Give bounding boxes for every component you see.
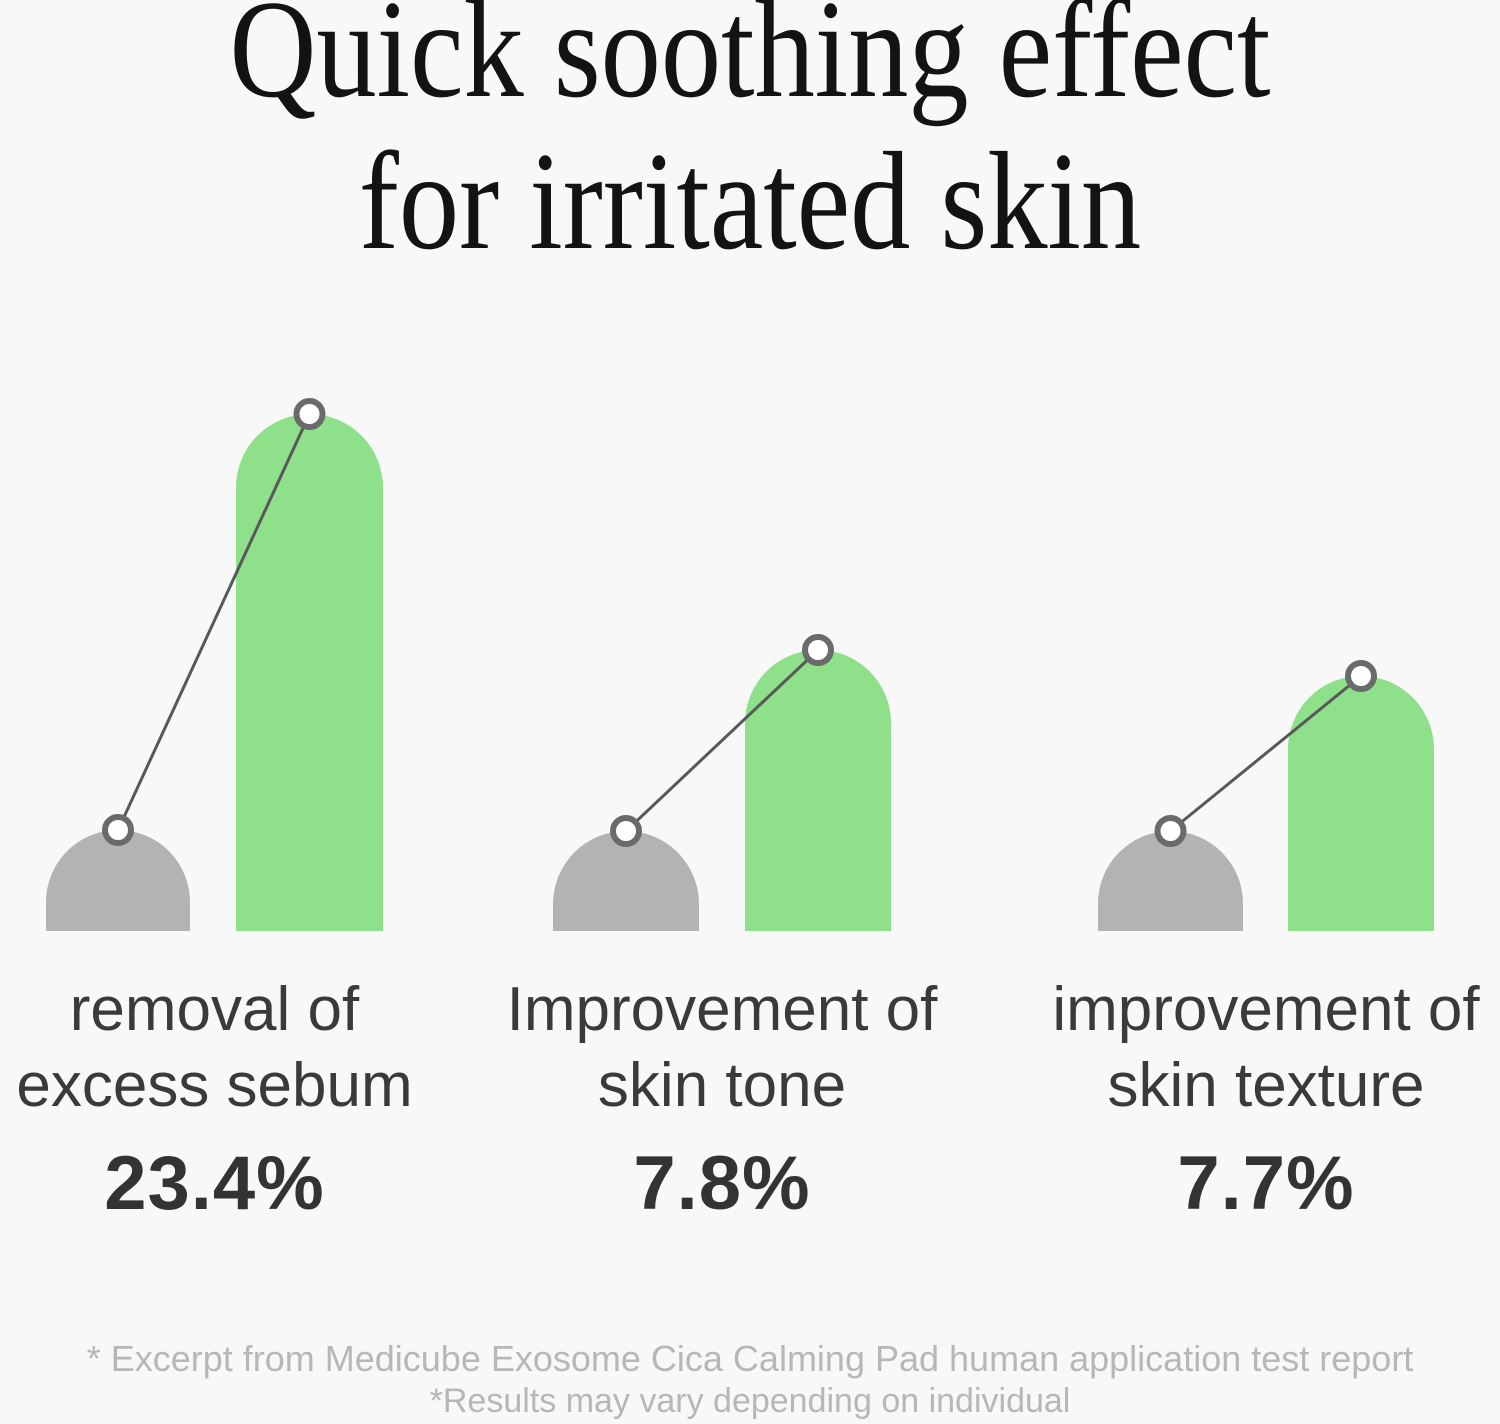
metric-1: removal of excess sebum 23.4% [0,972,460,1224]
metric-label-line1: removal of [69,975,360,1044]
marker-circle-after-2 [802,634,834,666]
metric-label-line1: Improvement of [506,975,938,1044]
metric-label-line1: improvement of [1052,975,1480,1044]
metric-label-line2: skin texture [1107,1051,1425,1120]
bar-after-3 [1288,676,1434,931]
marker-circle-after-3 [1345,660,1377,692]
marker-circle-before-1 [102,814,134,846]
metric-value: 7.7% [1177,1141,1355,1226]
bar-after-1 [236,414,383,931]
connector-line-3 [1169,674,1362,833]
metric-2: Improvement of skin tone 7.8% [477,972,967,1224]
metric-label-line2: skin tone [597,1051,847,1120]
metric-value: 23.4% [104,1141,325,1226]
marker-circle-after-1 [293,398,326,430]
metric-value: 7.8% [633,1141,811,1226]
marker-circle-before-3 [1154,815,1187,847]
metric-label-line2: excess sebum [16,1051,413,1120]
connector-line-2 [624,648,820,833]
connector-line-1 [116,413,311,831]
page-title: Quick soothing effect for irritated skin [105,0,1395,278]
title-line-1: Quick soothing effect [229,0,1271,127]
footnote: * Excerpt from Medicube Exosome Cica Cal… [0,1338,1500,1422]
metric-3: improvement of skin texture 7.7% [1021,972,1500,1224]
footnote-line-1: * Excerpt from Medicube Exosome Cica Cal… [86,1338,1414,1379]
footnote-line-2: *Results may vary depending on individua… [429,1382,1071,1420]
marker-circle-before-2 [610,815,642,847]
title-line-2: for irritated skin [358,124,1142,279]
